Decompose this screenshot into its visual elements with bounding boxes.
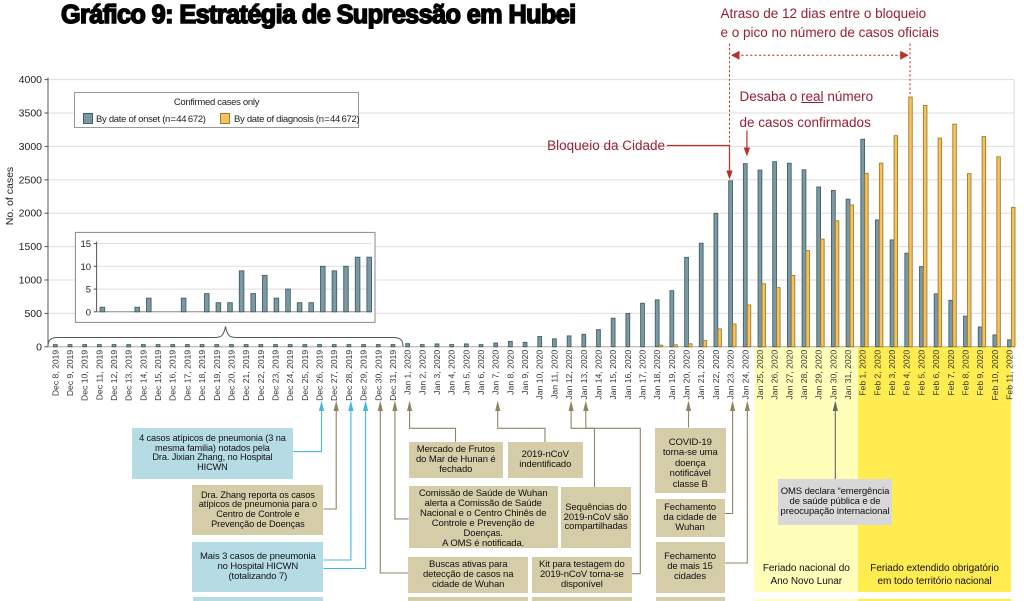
svg-text:Dec 28, 2019: Dec 28, 2019 — [344, 350, 354, 401]
svg-text:Dec 25, 2019: Dec 25, 2019 — [300, 350, 310, 401]
svg-text:No. of cases: No. of cases — [4, 167, 16, 225]
svg-text:Jan 20, 2020: Jan 20, 2020 — [682, 350, 692, 400]
svg-text:4000: 4000 — [19, 74, 43, 86]
svg-text:Jan 28, 2020: Jan 28, 2020 — [799, 350, 809, 400]
svg-text:Jan 17, 2020: Jan 17, 2020 — [638, 350, 648, 400]
svg-text:Dec 21, 2019: Dec 21, 2019 — [241, 350, 251, 401]
svg-text:Feb 6, 2020: Feb 6, 2020 — [931, 350, 941, 396]
svg-text:Jan 11, 2020: Jan 11, 2020 — [549, 350, 559, 399]
svg-text:Jan 12, 2020: Jan 12, 2020 — [564, 350, 574, 400]
svg-text:15: 15 — [81, 239, 92, 250]
svg-text:Feb 11, 2020: Feb 11, 2020 — [1005, 350, 1015, 400]
svg-text:Jan 19, 2020: Jan 19, 2020 — [667, 350, 677, 400]
svg-text:0: 0 — [86, 307, 91, 318]
svg-text:3500: 3500 — [19, 108, 43, 120]
svg-text:Feb 8, 2020: Feb 8, 2020 — [961, 350, 971, 396]
svg-text:Dec 22, 2019: Dec 22, 2019 — [256, 350, 266, 401]
svg-text:Dec 27, 2019: Dec 27, 2019 — [329, 350, 339, 401]
svg-text:Jan 26, 2020: Jan 26, 2020 — [770, 350, 780, 400]
svg-text:Dec 29, 2019: Dec 29, 2019 — [359, 350, 369, 401]
svg-text:Feb 5, 2020: Feb 5, 2020 — [916, 350, 926, 396]
svg-text:Dec 12, 2019: Dec 12, 2019 — [109, 350, 119, 401]
svg-text:Jan 16, 2020: Jan 16, 2020 — [623, 350, 633, 400]
svg-text:Jan 25, 2020: Jan 25, 2020 — [755, 350, 765, 400]
svg-text:Dec 15, 2019: Dec 15, 2019 — [153, 350, 163, 401]
svg-text:Jan 3, 2020: Jan 3, 2020 — [432, 350, 442, 395]
svg-text:1500: 1500 — [19, 241, 43, 253]
svg-text:Dec 23, 2019: Dec 23, 2019 — [271, 350, 281, 401]
svg-text:Jan 21, 2020: Jan 21, 2020 — [696, 350, 706, 400]
svg-text:Feb 7, 2020: Feb 7, 2020 — [946, 350, 956, 396]
svg-text:Jan 13, 2020: Jan 13, 2020 — [579, 350, 589, 400]
svg-text:Feb 1, 2020: Feb 1, 2020 — [858, 350, 868, 396]
svg-text:Jan 15, 2020: Jan 15, 2020 — [608, 350, 618, 400]
svg-text:Dec 30, 2019: Dec 30, 2019 — [373, 350, 383, 401]
svg-text:Dec 16, 2019: Dec 16, 2019 — [168, 350, 178, 401]
svg-text:1000: 1000 — [19, 275, 43, 287]
svg-text:Dec 17, 2019: Dec 17, 2019 — [182, 350, 192, 401]
svg-text:Jan 23, 2020: Jan 23, 2020 — [726, 350, 736, 400]
svg-text:0: 0 — [36, 341, 42, 353]
svg-text:Jan 2, 2020: Jan 2, 2020 — [417, 350, 427, 395]
svg-text:Jan 4, 2020: Jan 4, 2020 — [447, 350, 457, 395]
svg-text:Feb 2, 2020: Feb 2, 2020 — [872, 350, 882, 396]
svg-text:Dec 8, 2019: Dec 8, 2019 — [50, 350, 60, 397]
svg-text:Jan 30, 2020: Jan 30, 2020 — [828, 350, 838, 400]
svg-text:Feb 10, 2020: Feb 10, 2020 — [990, 350, 1000, 401]
svg-text:Dec 11, 2019: Dec 11, 2019 — [94, 350, 104, 401]
svg-text:Jan 5, 2020: Jan 5, 2020 — [461, 350, 471, 395]
svg-text:Dec 31, 2019: Dec 31, 2019 — [388, 350, 398, 401]
svg-text:Jan 1, 2020: Jan 1, 2020 — [403, 350, 413, 395]
svg-text:500: 500 — [24, 308, 42, 320]
svg-text:5: 5 — [86, 285, 91, 296]
svg-text:2000: 2000 — [19, 208, 43, 220]
svg-text:Dec 9, 2019: Dec 9, 2019 — [65, 350, 75, 397]
svg-text:Dec 18, 2019: Dec 18, 2019 — [197, 350, 207, 401]
svg-text:Feb 3, 2020: Feb 3, 2020 — [887, 350, 897, 396]
svg-text:Jan 8, 2020: Jan 8, 2020 — [505, 350, 515, 395]
svg-text:Jan 14, 2020: Jan 14, 2020 — [594, 350, 604, 400]
svg-text:Jan 22, 2020: Jan 22, 2020 — [711, 350, 721, 400]
svg-text:Jan 9, 2020: Jan 9, 2020 — [520, 350, 530, 395]
svg-text:Jan 7, 2020: Jan 7, 2020 — [491, 350, 501, 395]
svg-text:2500: 2500 — [19, 174, 43, 186]
svg-text:Jan 31, 2020: Jan 31, 2020 — [843, 350, 853, 400]
svg-text:Dec 10, 2019: Dec 10, 2019 — [80, 350, 90, 401]
svg-text:Jan 29, 2020: Jan 29, 2020 — [814, 350, 824, 400]
svg-text:Jan 24, 2020: Jan 24, 2020 — [740, 350, 750, 400]
svg-text:Dec 19, 2019: Dec 19, 2019 — [212, 350, 222, 401]
svg-text:Feb 4, 2020: Feb 4, 2020 — [902, 350, 912, 396]
svg-text:10: 10 — [81, 262, 92, 273]
svg-text:Jan 27, 2020: Jan 27, 2020 — [784, 350, 794, 400]
svg-text:Dec 26, 2019: Dec 26, 2019 — [315, 350, 325, 401]
svg-text:Dec 24, 2019: Dec 24, 2019 — [285, 350, 295, 401]
svg-text:Dec 14, 2019: Dec 14, 2019 — [138, 350, 148, 401]
svg-text:Dec 13, 2019: Dec 13, 2019 — [124, 350, 134, 401]
svg-text:Jan 10, 2020: Jan 10, 2020 — [535, 350, 545, 400]
svg-text:Jan 18, 2020: Jan 18, 2020 — [652, 350, 662, 400]
svg-text:Dec 20, 2019: Dec 20, 2019 — [227, 350, 237, 401]
svg-text:Jan 6, 2020: Jan 6, 2020 — [476, 350, 486, 395]
svg-text:3000: 3000 — [19, 141, 43, 153]
svg-text:Feb 9, 2020: Feb 9, 2020 — [975, 350, 985, 396]
